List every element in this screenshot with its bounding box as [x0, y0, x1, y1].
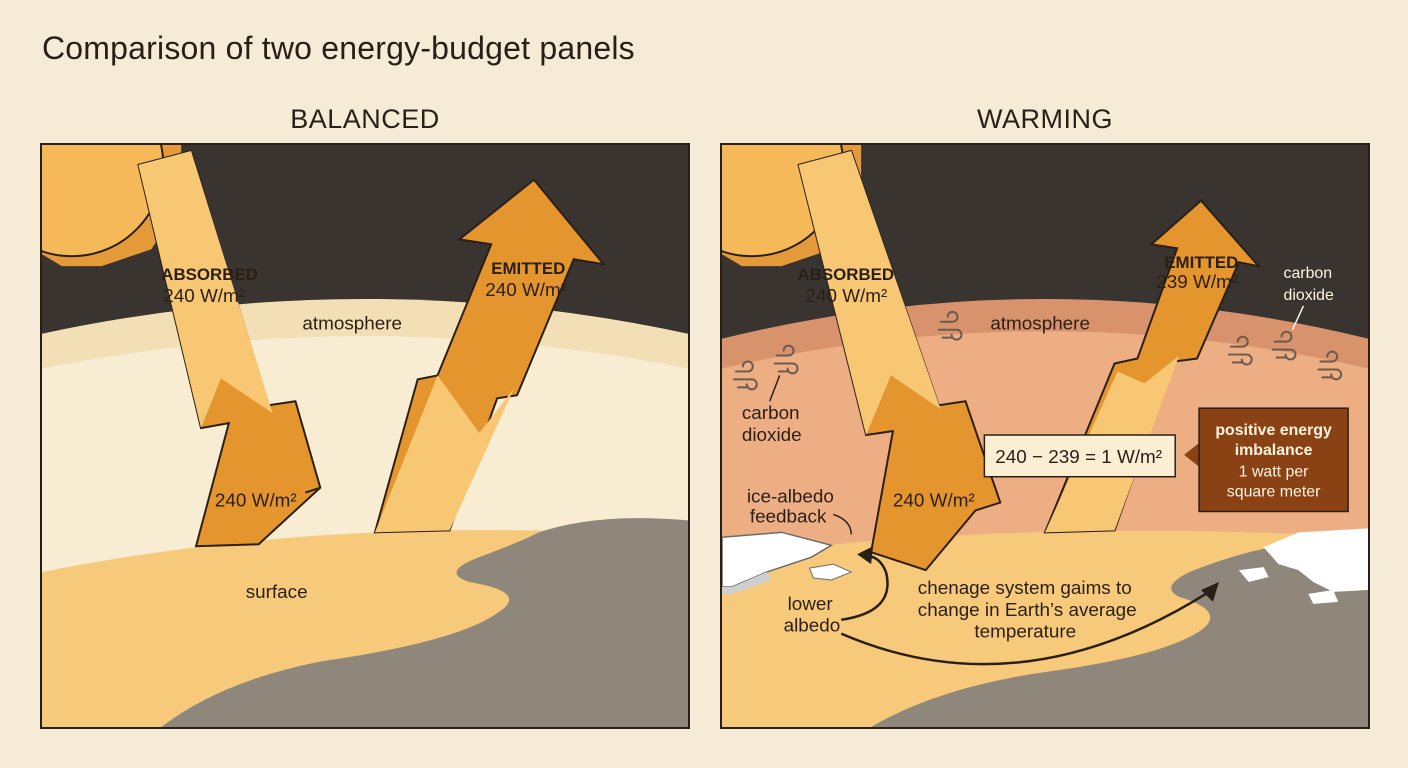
surface-flux-value: 240 W/m² [893, 490, 975, 511]
emitted-value: 240 W/m² [485, 279, 567, 300]
ice-albedo-label-2: feedback [750, 505, 827, 526]
atmosphere-label: atmosphere [990, 313, 1090, 334]
absorbed-label: ABSORBED [798, 265, 895, 284]
equation-text: 240 − 239 = 1 W/m² [995, 446, 1162, 467]
change-text-3: temperature [974, 621, 1076, 642]
temperature-arrowhead [1201, 581, 1219, 602]
co2-label-right-2: dioxide [1284, 287, 1334, 304]
surface-flux-value: 240 W/m² [215, 490, 297, 511]
emitted-value: 239 W/m² [1156, 271, 1238, 292]
co2-swirl-icon [1317, 350, 1343, 381]
co2-swirl-icon [937, 310, 963, 341]
change-text-2: change in Earth’s average [918, 599, 1137, 620]
absorbed-arrow [797, 149, 1002, 572]
co2-swirl-icon [773, 344, 799, 375]
page-title: Comparison of two energy-budget panels [42, 30, 635, 66]
co2-swirl-icon [1227, 335, 1253, 366]
emitted-label: EMITTED [1164, 253, 1238, 272]
ice-albedo-label-1: ice-albedo [747, 486, 834, 507]
balanced-panel-title: BALANCED [290, 104, 440, 134]
emitted-label: EMITTED [491, 259, 565, 278]
temperature-change-arrow [840, 590, 1210, 666]
absorbed-value: 240 W/m² [163, 285, 245, 306]
feedback-arrowhead [857, 546, 874, 565]
feedback-loop-arrow [841, 554, 889, 621]
ice-sheet-left [722, 531, 853, 594]
absorbed-value: 240 W/m² [805, 285, 887, 306]
co2-label-right-1: carbon [1284, 265, 1333, 282]
imbalance-line-1: positive energy [1215, 422, 1332, 439]
co2-leader-line [769, 375, 781, 402]
land-mass [161, 518, 688, 727]
imbalance-line-4: square meter [1227, 484, 1321, 501]
change-text-1: chenage system gaims to [918, 577, 1132, 598]
co2-label-left-1: carbon [742, 402, 800, 423]
ice-sheet-right [1238, 528, 1368, 604]
imbalance-pointer [1184, 442, 1200, 467]
warming-panel: carbon dioxide carbon dioxide ABSORBED 2… [720, 143, 1370, 729]
imbalance-box [1198, 407, 1349, 513]
co2-swirl-icon [1271, 330, 1297, 361]
warming-panel-title: WARMING [977, 104, 1113, 134]
imbalance-line-2: imbalance [1235, 442, 1313, 459]
co2-leader-line [1291, 305, 1305, 331]
co2-label-left-2: dioxide [742, 424, 802, 445]
equation-box [983, 434, 1176, 478]
co2-swirl-icon [732, 360, 758, 391]
balanced-panel: ABSORBED 240 W/m² EMITTED 240 W/m² atmos… [40, 143, 690, 729]
lower-albedo-label-1: lower [788, 593, 833, 614]
ice-albedo-leader [833, 513, 852, 535]
lower-albedo-label-2: albedo [784, 615, 841, 636]
surface-label: surface [246, 581, 308, 602]
emitted-arrow [373, 178, 606, 534]
imbalance-line-3: 1 watt per [1239, 464, 1309, 481]
land-mass [871, 541, 1368, 727]
atmosphere-label: atmosphere [302, 313, 402, 334]
absorbed-label: ABSORBED [161, 265, 258, 284]
absorbed-arrow [137, 149, 322, 548]
